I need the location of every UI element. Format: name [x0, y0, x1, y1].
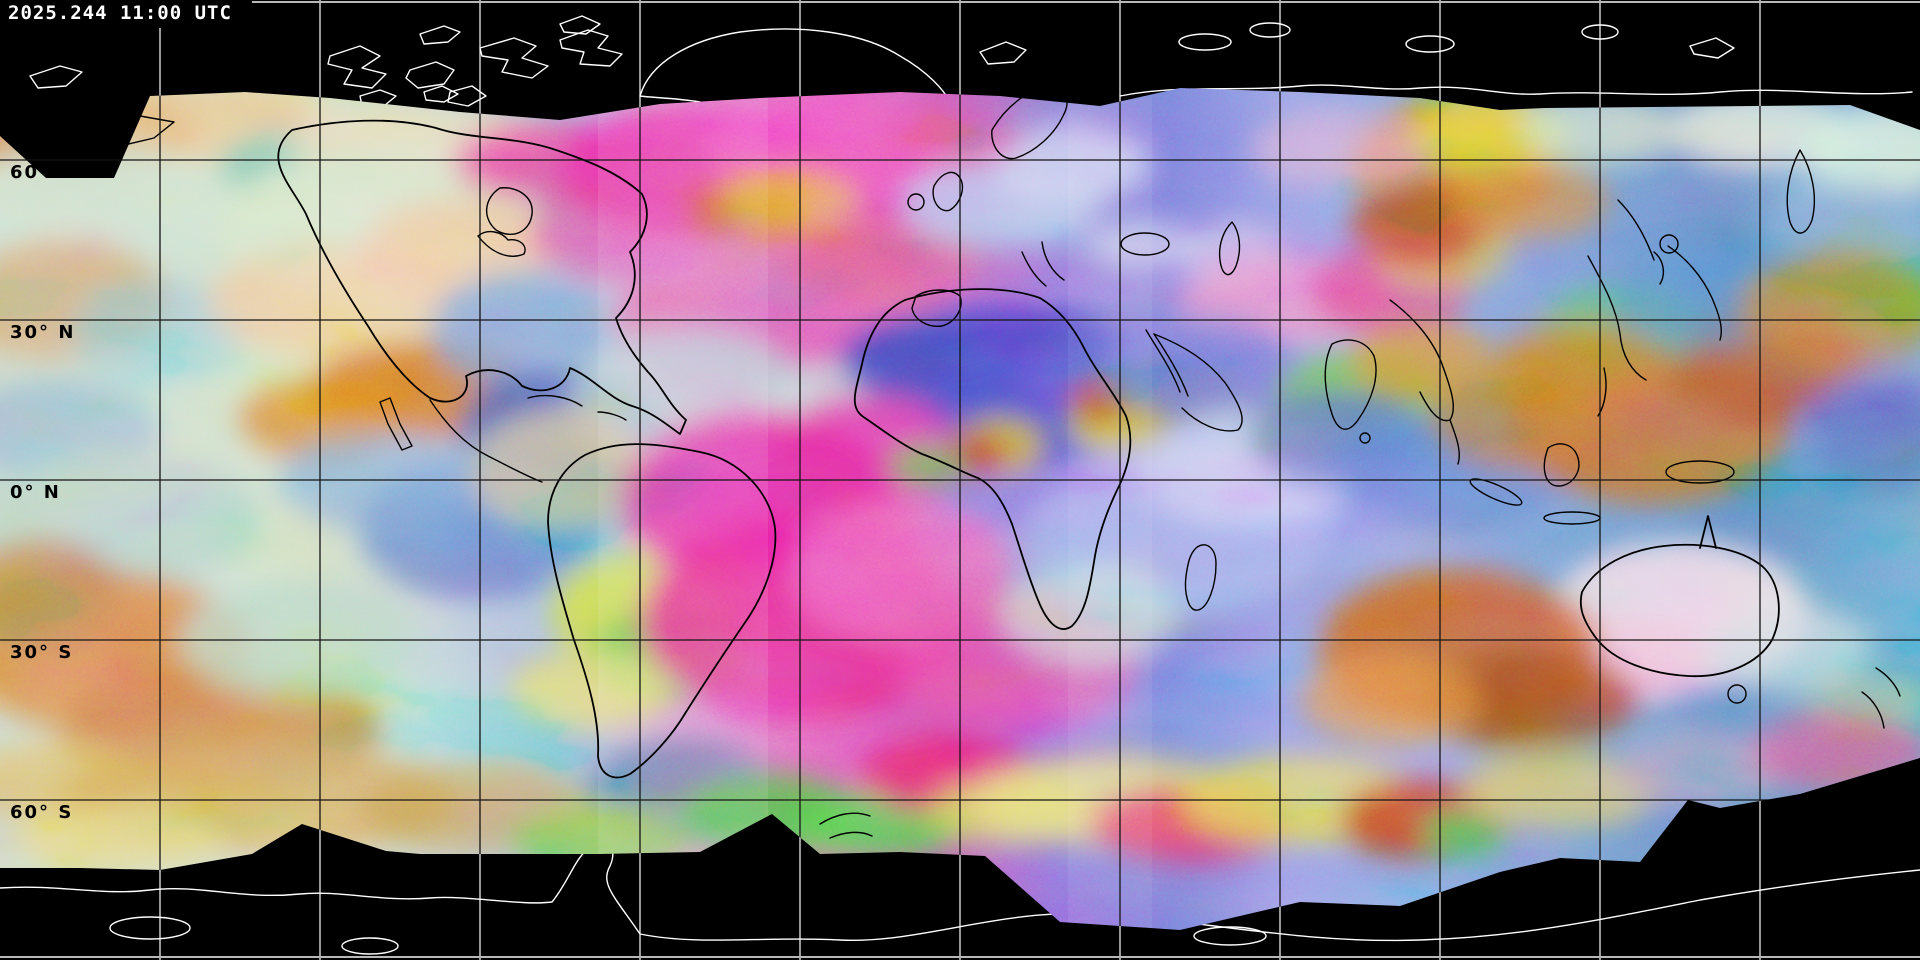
baja-california-coast [379, 397, 413, 451]
arctic-island [419, 25, 461, 45]
borneo-coast [1543, 443, 1580, 487]
siberia-coast [1119, 84, 1913, 97]
great-lakes [477, 230, 526, 257]
indochina-coast [1389, 299, 1460, 465]
antarctic-peninsula-coast [819, 812, 873, 839]
latitude-label: 0° N [10, 482, 61, 503]
arabia-coast [1153, 333, 1243, 432]
tasmania-coast [1727, 684, 1747, 704]
arctic-island [1249, 22, 1291, 38]
british-isles-coast [907, 171, 964, 212]
latitude-labels: 60° N 30° N 0° N 30° S 60° S [10, 162, 75, 823]
antarctic-island [109, 916, 191, 940]
alaska-coast [99, 115, 175, 147]
hudson-bay-coast [486, 187, 533, 235]
arctic-island [559, 29, 623, 67]
arctic-island [1581, 24, 1619, 40]
central-america-coast [429, 399, 543, 483]
caribbean-islands [527, 394, 627, 421]
east-asia-coast [1587, 199, 1665, 381]
arctic-island [1689, 37, 1735, 59]
madagascar-coast [1184, 544, 1217, 611]
japan-coast [1659, 234, 1722, 341]
svalbard-coast [979, 41, 1027, 65]
black-sea-coast [1120, 232, 1170, 256]
kamchatka-coast [1786, 149, 1815, 234]
timestamp-label: 2025.244 11:00 UTC [8, 2, 232, 24]
arctic-island [327, 45, 387, 89]
arctic-island [479, 37, 549, 79]
south-america-coast [547, 443, 777, 779]
africa-coast [853, 288, 1132, 630]
continent-coastlines [99, 88, 1901, 839]
antarctic-island [341, 937, 399, 955]
no-data-wedge [0, 92, 150, 178]
italy-coast [1021, 241, 1065, 287]
latitude-label: 60° N [10, 162, 75, 183]
arctic-island [559, 15, 601, 35]
antarctic-island [1193, 926, 1267, 946]
arctic-island [1405, 35, 1455, 53]
new-guinea-coast [1665, 460, 1735, 484]
north-america-coast [277, 119, 687, 435]
antarctic-coastline [0, 842, 1920, 955]
latitude-label: 30° N [10, 322, 75, 343]
india-coast [1324, 339, 1377, 444]
arctic-island [29, 65, 83, 89]
timestamp-backdrop [0, 0, 252, 28]
antarctica-coast [0, 842, 1920, 942]
latitude-label: 30° S [10, 642, 73, 663]
arctic-island [405, 61, 487, 107]
caspian-sea-coast [1218, 221, 1241, 276]
new-zealand-coast [1861, 667, 1901, 729]
red-sea-coast [1145, 329, 1189, 397]
arctic-island [1178, 33, 1232, 51]
latitude-label: 60° S [10, 802, 73, 823]
